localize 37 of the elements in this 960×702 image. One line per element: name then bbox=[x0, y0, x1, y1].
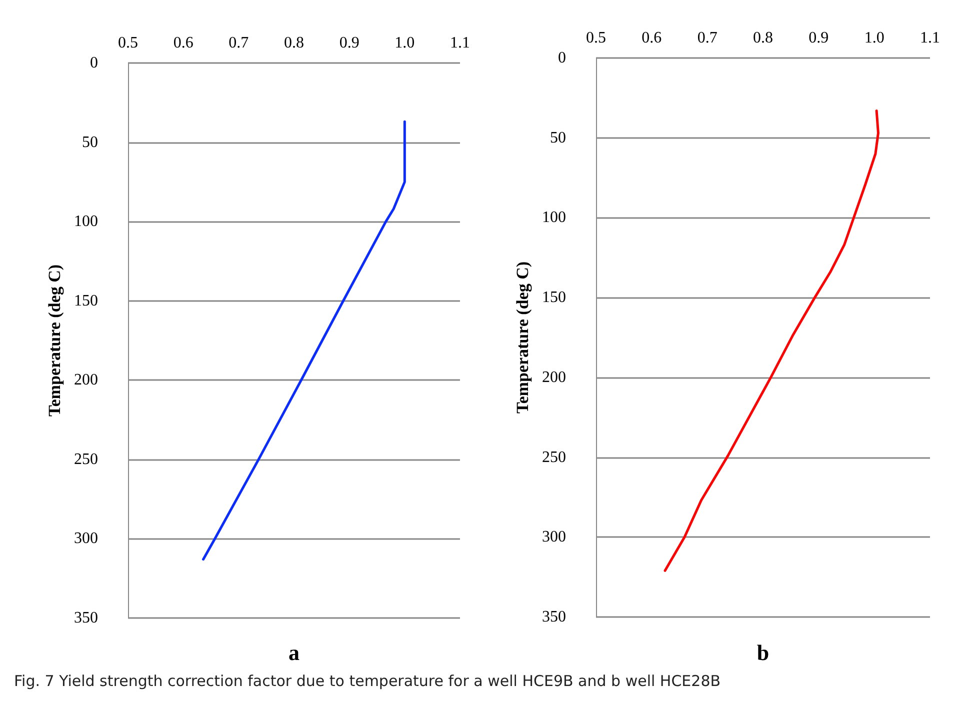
y-tick-label: 250 bbox=[74, 450, 98, 468]
y-tick-label: 0 bbox=[558, 50, 566, 66]
y-tick-label: 300 bbox=[542, 528, 566, 546]
x-tick-label: 0.6 bbox=[173, 34, 194, 52]
y-tick-label: 100 bbox=[542, 209, 566, 226]
y-tick-label: 100 bbox=[74, 213, 98, 230]
y-axis-title: Temperature (deg C) bbox=[45, 264, 64, 417]
y-tick-label: 50 bbox=[550, 129, 566, 146]
x-tick-label: 0.6 bbox=[642, 30, 662, 46]
x-tick-label: 1.1 bbox=[450, 34, 470, 52]
x-tick-label: 1.1 bbox=[920, 30, 940, 46]
caption: Fig. 7 Yield strength correction factor due to temperature for a well HCE9B and b well HCE28B bbox=[14, 672, 721, 690]
line-series bbox=[664, 109, 880, 572]
x-tick-label: 0.5 bbox=[118, 34, 138, 52]
y-tick-label: 350 bbox=[542, 608, 566, 626]
x-tick-label: 0.5 bbox=[586, 30, 606, 46]
y-tick-label: 200 bbox=[74, 372, 98, 389]
y-axis-title: Temperature (deg C) bbox=[513, 261, 532, 414]
text: a bbox=[288, 640, 300, 666]
x-tick-label: 1.0 bbox=[864, 30, 884, 46]
line-series bbox=[202, 120, 406, 561]
x-tick-label: 0.7 bbox=[697, 30, 718, 46]
y-tick-label: 200 bbox=[542, 368, 566, 386]
x-tick-label: 0.9 bbox=[808, 30, 829, 46]
y-tick-label: 300 bbox=[74, 530, 98, 548]
x-tick-label: 0.7 bbox=[228, 34, 249, 52]
x-tick-label: 0.8 bbox=[284, 34, 304, 52]
y-tick-label: 150 bbox=[74, 292, 98, 310]
x-tick-label: 1.0 bbox=[394, 34, 415, 52]
y-tick-label: 0 bbox=[90, 54, 98, 72]
y-tick-label: 250 bbox=[542, 448, 566, 466]
y-tick-label: 350 bbox=[74, 610, 98, 626]
text: b bbox=[756, 640, 770, 666]
y-tick-label: 150 bbox=[542, 289, 566, 306]
y-tick-label: 50 bbox=[82, 134, 98, 151]
x-tick-label: 0.9 bbox=[339, 34, 360, 52]
x-tick-label: 0.8 bbox=[753, 30, 773, 46]
